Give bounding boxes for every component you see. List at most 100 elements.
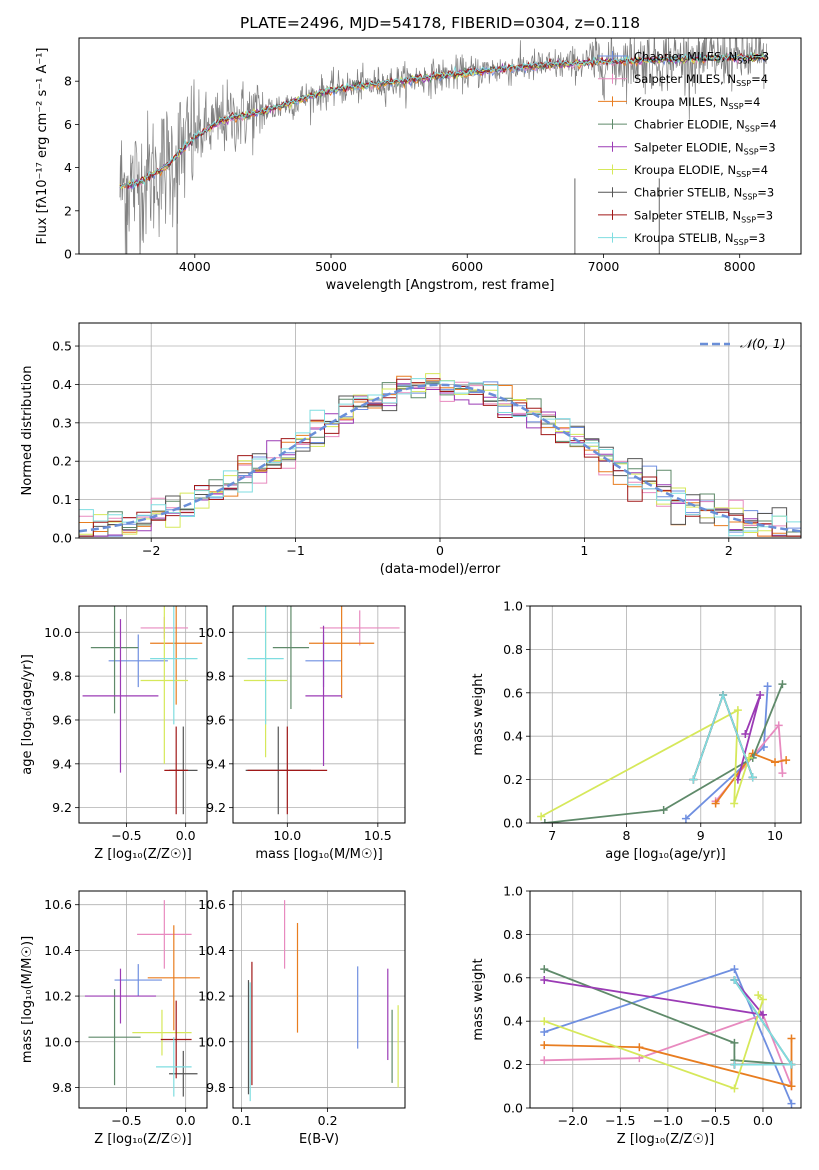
y-tick-label: 10.6 bbox=[198, 897, 226, 912]
y-tick-label: 10.6 bbox=[44, 897, 72, 912]
legend-label-3: Chabrier ELODIE, NSSP=4 bbox=[634, 118, 777, 134]
y-tick-label: 0.8 bbox=[503, 642, 523, 657]
weight-line-5 bbox=[540, 708, 750, 818]
weight-line-4 bbox=[544, 979, 766, 1016]
weight-marker-2 bbox=[787, 1082, 796, 1091]
legend-subscript: SSP bbox=[742, 193, 757, 202]
weight-marker-0 bbox=[540, 1028, 549, 1037]
weight-marker-5 bbox=[537, 812, 546, 821]
x-tick-label: 0.0 bbox=[176, 828, 196, 843]
weight-marker-5 bbox=[758, 995, 767, 1004]
weight-marker-1 bbox=[540, 1056, 549, 1065]
plot-area-weight-vs-age bbox=[537, 680, 791, 823]
weight-marker-0 bbox=[730, 965, 739, 974]
weight-marker-8 bbox=[730, 1060, 739, 1069]
legend-label-6: Chabrier STELIB, NSSP=3 bbox=[634, 186, 774, 202]
x-tick-label: 10.0 bbox=[273, 828, 301, 843]
legend-label-8: Kroupa STELIB, NSSP=3 bbox=[634, 231, 765, 247]
y-tick-label: 10.0 bbox=[44, 625, 72, 640]
plots-layer: 4000 5000 6000 7000 8000 0 2 4 6 8 wavelength [Ang… bbox=[20, 37, 802, 1147]
weight-marker-8 bbox=[730, 975, 739, 984]
legend-nssp: =4 bbox=[751, 163, 768, 177]
chart-weight-vs-age: 7 8 9 10 0.0 0.2 0.4 0.6 0.8 1.0 age [log₁₀(age/yr… bbox=[471, 599, 802, 862]
plot-area-spectrum bbox=[119, 38, 768, 254]
x-axis-label: wavelength [Angstrom, rest frame] bbox=[326, 278, 555, 293]
y-tick-label: 4 bbox=[64, 160, 72, 175]
y-tick-label: 9.6 bbox=[206, 712, 226, 727]
y-tick-label: 9.4 bbox=[52, 756, 72, 771]
y-tick-label: 9.6 bbox=[52, 712, 72, 727]
x-tick-label: 0.0 bbox=[176, 1113, 196, 1128]
weight-marker-8 bbox=[787, 1060, 796, 1069]
axes-frame bbox=[78, 890, 208, 1109]
x-axis-label: mass [log₁₀(M/M☉)] bbox=[255, 847, 382, 862]
y-tick-label: 1.0 bbox=[503, 884, 523, 899]
y-axis-label: Normed distribution bbox=[20, 366, 35, 496]
x-tick-label: 0 bbox=[436, 543, 444, 558]
weight-marker-2 bbox=[711, 799, 720, 808]
chart-age-vs-mass: 10.0 10.5 9.2 9.4 9.6 9.8 10.0 mass [log₁₀(M/M☉… bbox=[198, 605, 406, 862]
legend-subscript: SSP bbox=[734, 238, 749, 247]
weight-marker-5 bbox=[730, 1084, 739, 1093]
y-tick-label: 0.0 bbox=[503, 1101, 523, 1116]
plot-area-age-vs-mass bbox=[243, 606, 400, 815]
axes-frame bbox=[232, 890, 406, 1109]
y-tick-label: 10.0 bbox=[198, 625, 226, 640]
y-tick-label: 9.2 bbox=[206, 800, 226, 815]
y-tick-label: 9.4 bbox=[206, 756, 226, 771]
x-tick-label: 8000 bbox=[724, 259, 756, 274]
legend-nssp: =4 bbox=[744, 95, 761, 109]
legend-subscript: SSP bbox=[744, 147, 759, 156]
legend-nssp: =3 bbox=[752, 50, 769, 64]
axes-frame bbox=[529, 890, 802, 1109]
histogram-5 bbox=[79, 373, 801, 537]
figure-title: PLATE=2496, MJD=54178, FIBERID=0304, z=0… bbox=[240, 14, 640, 32]
y-axis-label: mass [log₁₀(M/M☉)] bbox=[20, 936, 35, 1063]
weight-marker-1 bbox=[774, 721, 783, 730]
chart-mass-vs-ebv: 0.1 0.2 9.8 10.0 10.2 10.4 10.6 E(B-V) bbox=[198, 890, 406, 1147]
x-tick-label: −0.5 bbox=[700, 1113, 730, 1128]
x-tick-label: 0.2 bbox=[318, 1113, 338, 1128]
weight-marker-5 bbox=[733, 706, 742, 715]
y-tick-label: 0.8 bbox=[503, 927, 523, 942]
weight-marker-0 bbox=[787, 1099, 796, 1108]
weight-line-5 bbox=[543, 994, 765, 1090]
axes-frame bbox=[78, 37, 802, 255]
x-tick-label: −0.5 bbox=[111, 828, 141, 843]
y-tick-label: 6 bbox=[64, 117, 72, 132]
weight-line-3 bbox=[543, 968, 792, 1066]
weight-marker-2 bbox=[540, 1041, 549, 1050]
weight-marker-5 bbox=[540, 1017, 549, 1026]
legend-subscript: SSP bbox=[741, 215, 756, 224]
legend-nssp: =4 bbox=[751, 72, 768, 86]
weight-marker-2 bbox=[635, 1043, 644, 1052]
plot-area-age-vs-z bbox=[82, 606, 203, 815]
y-tick-label: 9.8 bbox=[206, 1080, 226, 1095]
plot-area-residuals bbox=[79, 373, 801, 537]
y-tick-label: 10.4 bbox=[44, 943, 72, 958]
x-tick-label: 4000 bbox=[179, 259, 211, 274]
weight-marker-8 bbox=[748, 773, 757, 782]
x-axis-label: E(B-V) bbox=[299, 1132, 339, 1147]
legend-subscript: SSP bbox=[736, 170, 751, 179]
weight-marker-3 bbox=[540, 965, 549, 974]
legend-label-2: Kroupa MILES, NSSP=4 bbox=[634, 95, 760, 111]
weight-marker-5 bbox=[754, 991, 763, 1000]
legend-gaussian-label: 𝒩(0, 1) bbox=[740, 336, 786, 351]
x-tick-label: 0.0 bbox=[753, 1113, 773, 1128]
x-tick-label: −2 bbox=[142, 543, 160, 558]
x-axis-label: Z [log₁₀(Z/Z☉)] bbox=[94, 1132, 191, 1147]
gaussian-curve bbox=[79, 383, 801, 533]
x-tick-label: 8 bbox=[623, 828, 631, 843]
y-axis-label: age [log₁₀(age/yr)] bbox=[20, 654, 35, 775]
legend-nssp: =3 bbox=[759, 140, 776, 154]
legend-label-0: Chabrier MILES, NSSP=3 bbox=[634, 50, 769, 66]
chart-weight-vs-z: −2.0 −1.5 −1.0 −0.5 0.0 0.0 0.2 0.4 0.6 0.8 1.0 Z [… bbox=[471, 884, 802, 1147]
weight-marker-8 bbox=[689, 775, 698, 784]
y-tick-label: 0 bbox=[64, 247, 72, 262]
y-tick-label: 9.8 bbox=[52, 669, 72, 684]
weight-marker-2 bbox=[787, 1034, 796, 1043]
weight-marker-1 bbox=[778, 769, 787, 778]
y-tick-label: 0.4 bbox=[503, 729, 523, 744]
